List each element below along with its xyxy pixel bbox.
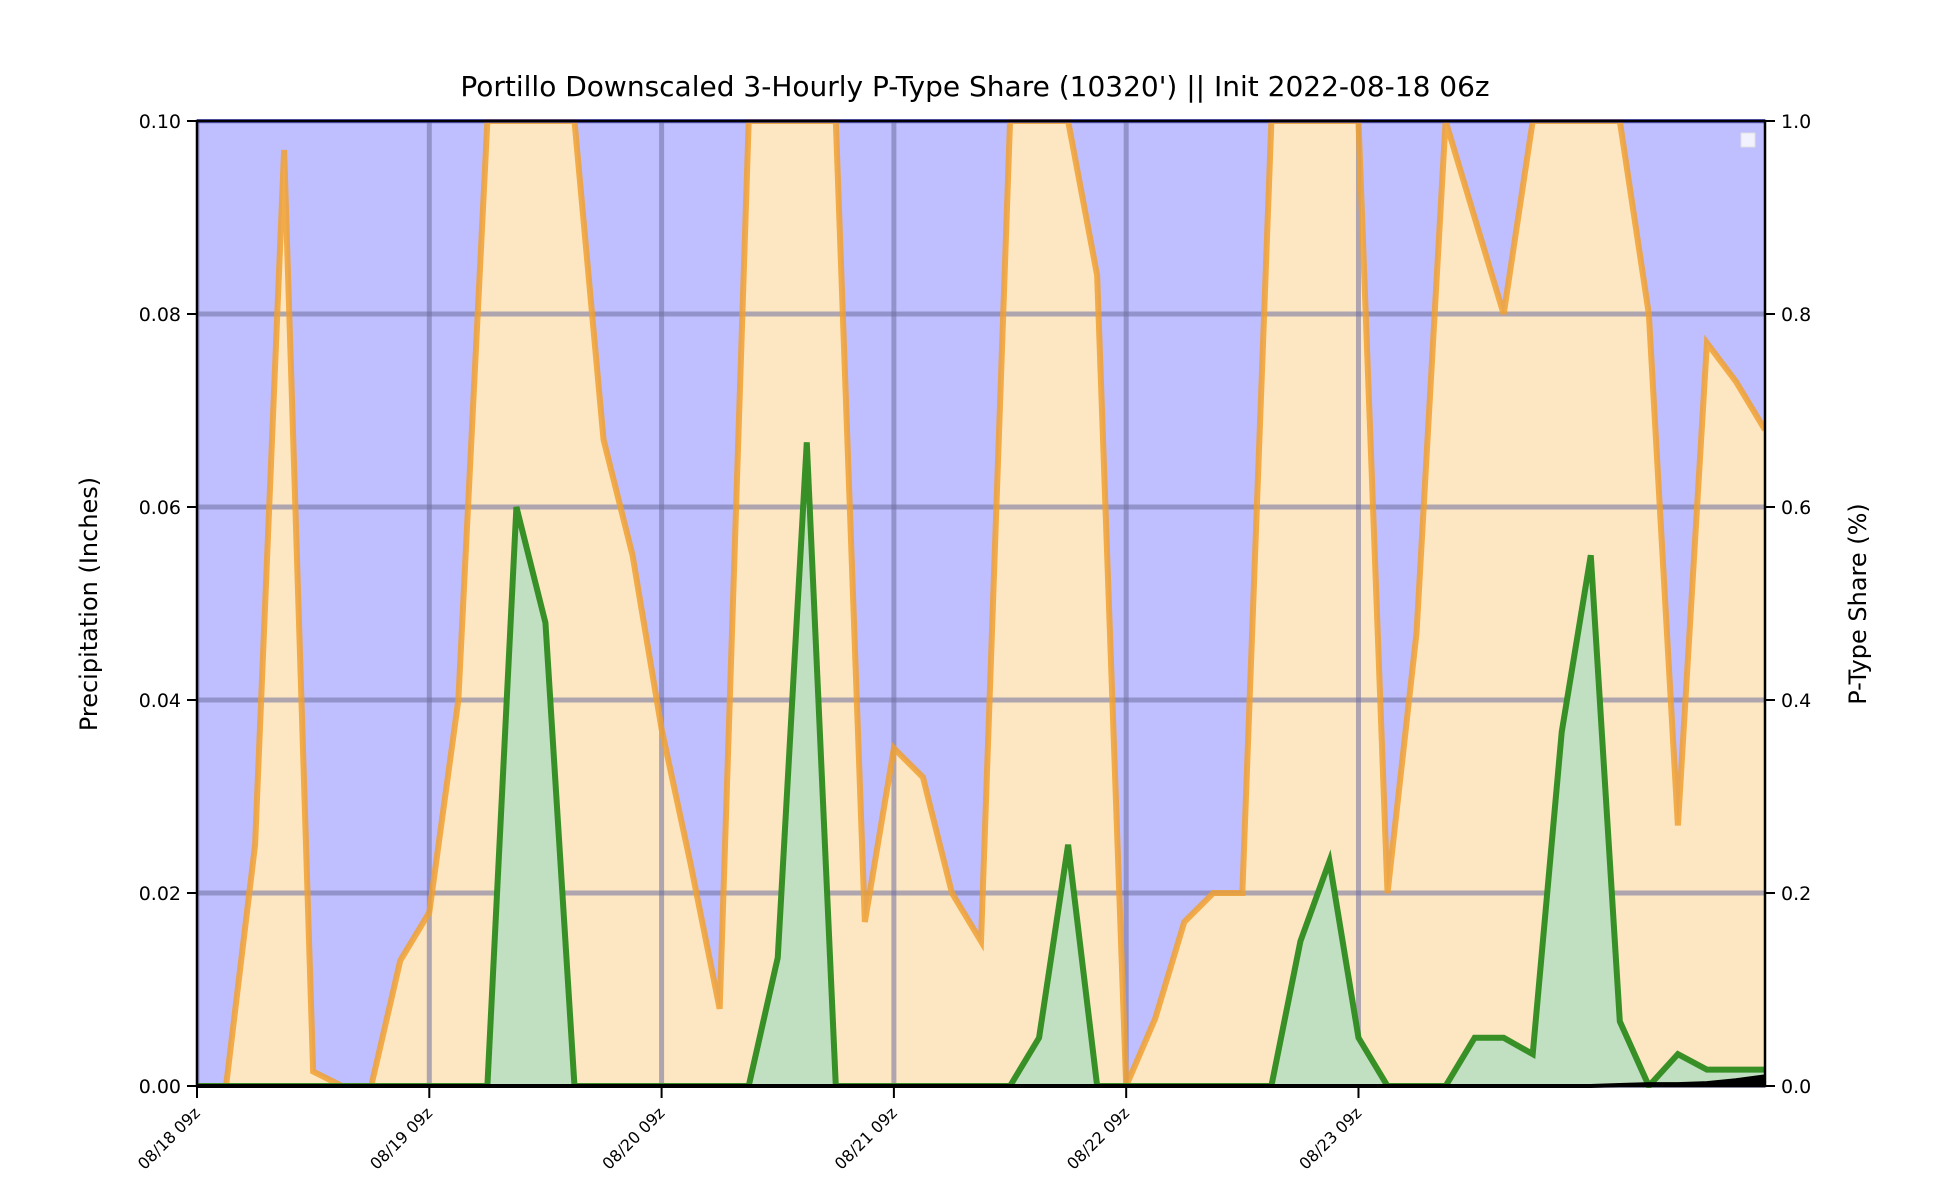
y2-tick-label: 0.8 — [1781, 304, 1811, 326]
share-area — [197, 121, 1765, 1086]
share-line — [197, 119, 1765, 1088]
y-tick-label: 0.04 — [139, 690, 181, 712]
series-group — [197, 119, 1765, 1088]
y2-tick-label: 0.4 — [1781, 690, 1811, 712]
y2-tick-label: 0.2 — [1781, 883, 1811, 905]
x-tick-label: 08/18 09z — [134, 1103, 204, 1173]
x-tick-label: 08/20 09z — [598, 1103, 668, 1173]
plot-frame — [195, 119, 1767, 1088]
y2-tick-label: 0.0 — [1781, 1076, 1811, 1098]
x-tick-label: 08/19 09z — [366, 1103, 436, 1173]
chart-title: Portillo Downscaled 3-Hourly P-Type Shar… — [460, 70, 1489, 103]
y-tick-label: 0.06 — [139, 497, 181, 519]
y2-tick-label: 0.6 — [1781, 497, 1811, 519]
precip-area — [197, 442, 1765, 1087]
y-tick-label: 0.02 — [139, 883, 181, 905]
y2-tick-label: 1.0 — [1781, 111, 1811, 133]
y-axis-label: Precipitation (Inches) — [75, 477, 103, 731]
x-tick-label: 08/23 09z — [1295, 1103, 1365, 1173]
y-tick-label: 0.08 — [139, 304, 181, 326]
y-tick-label: 0.10 — [139, 111, 181, 133]
y-tick-label: 0.00 — [139, 1076, 181, 1098]
legend-box — [1740, 132, 1756, 148]
x-tick-label: 08/22 09z — [1063, 1103, 1133, 1173]
y2-axis-label: P-Type Share (%) — [1844, 503, 1872, 705]
plot-area — [197, 119, 1765, 1088]
x-tick-label: 08/21 09z — [831, 1103, 901, 1173]
